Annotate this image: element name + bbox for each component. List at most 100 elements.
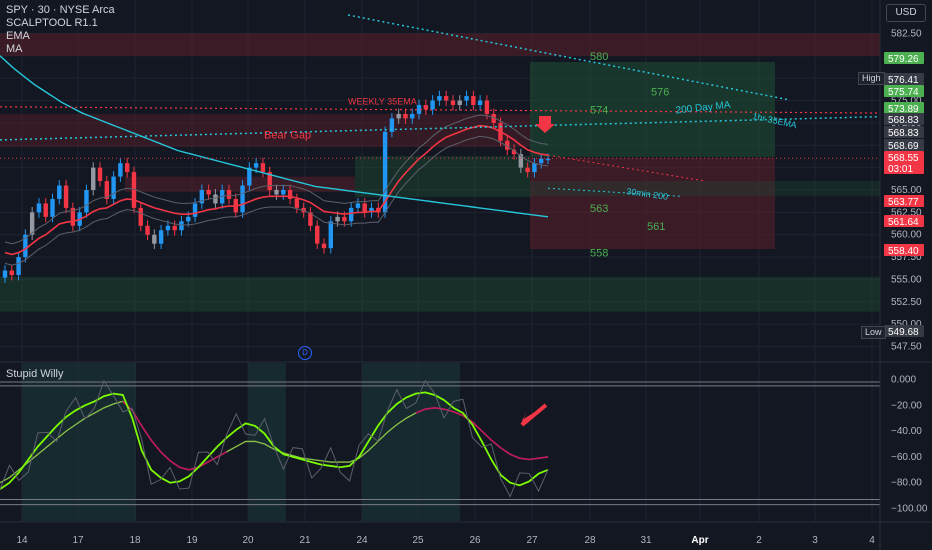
x-tick-label: 21 (299, 535, 311, 546)
time-axis: 14 17 18 19 20 21 24 25 26 27 28 31 Apr 2 3 4 (0, 521, 932, 546)
candle-body (274, 190, 279, 195)
candle-body (321, 243, 327, 249)
candle-body (403, 113, 408, 119)
level-label-574: 574 (590, 104, 608, 116)
candle-body (335, 216, 340, 222)
x-tick-label: 27 (526, 535, 538, 546)
candle-body (23, 234, 28, 258)
indicator-label-scalptool[interactable]: SCALPTOOL R1.1 (6, 17, 98, 29)
price-label-bg (884, 195, 924, 207)
candle-body (267, 172, 272, 190)
candle-body (131, 172, 137, 208)
candle-body (138, 207, 143, 226)
oscillator-title[interactable]: Stupid Willy (6, 368, 64, 380)
osc-y-tick-label: 0.000 (891, 374, 916, 385)
osc-raw-line (0, 379, 549, 498)
dividend-marker-icon[interactable]: D (298, 346, 312, 360)
level-label-561: 561 (647, 221, 665, 233)
candle-body (505, 140, 510, 150)
high-label: High (858, 72, 885, 85)
candle-body (532, 163, 537, 173)
candle-body (443, 96, 449, 101)
candle-body (84, 190, 89, 213)
trendline-200-day-ma (347, 14, 791, 101)
candle-body (124, 163, 130, 173)
candle-body (362, 203, 367, 213)
candle-body (464, 96, 469, 101)
price-label-bg (884, 139, 924, 151)
osc-y-tick-label: −20.00 (891, 400, 922, 411)
candle-body (240, 185, 245, 213)
candle-body (342, 216, 347, 222)
annotation-bear-gap: Bear Gap (264, 130, 311, 142)
price-label-bg (884, 126, 924, 138)
indicator-label-ema[interactable]: EMA (6, 30, 30, 42)
candle-body (179, 221, 184, 231)
candle-body (2, 270, 8, 278)
candle-body (9, 270, 14, 275)
x-tick-label: 20 (242, 535, 254, 546)
x-tick-label: 17 (72, 535, 84, 546)
currency-badge[interactable]: USD (886, 4, 926, 22)
price-label: 579.26 (888, 54, 919, 65)
level-label-558: 558 (590, 248, 608, 260)
x-tick-label: 25 (412, 535, 424, 546)
oscillator-panel: 0.000 −20.00 −40.00 −60.00 −80.00 −100.00 (0, 361, 932, 521)
y-tick-label: 565.00 (891, 185, 922, 196)
level-label-580: 580 (590, 51, 608, 63)
candle-body (484, 100, 490, 114)
x-tick-label: 31 (640, 535, 652, 546)
candle-body (491, 113, 496, 123)
osc-y-tick-label: −60.00 (891, 452, 922, 463)
osc-slow-line-bearish-2 (122, 400, 228, 471)
candle-body (287, 190, 293, 199)
down-arrow-icon (535, 116, 555, 133)
candle-body (50, 198, 55, 217)
candle-body (315, 225, 320, 244)
low-label: Low (861, 326, 886, 339)
trendline-1hr-35ema (0, 115, 881, 141)
candle-body (36, 203, 42, 213)
price-label: 568.69 (888, 141, 919, 152)
osc-arrow-shaft (520, 403, 548, 427)
price-zone (530, 157, 775, 250)
candle-body (199, 190, 205, 204)
price-zone (125, 176, 355, 192)
price-label: 575.74 (888, 87, 919, 98)
candle-body (545, 158, 551, 161)
price-zone (0, 276, 880, 312)
x-tick-label: 2 (756, 535, 762, 546)
price-label: 549.68 (888, 327, 919, 338)
candle-body (416, 105, 422, 114)
y-tick-label: 547.50 (891, 342, 922, 353)
ema-line (4, 124, 549, 256)
price-label: 576.41 (888, 75, 919, 86)
y-tick-label: 560.00 (891, 230, 922, 241)
candle-body (369, 207, 374, 213)
x-tick-label: 28 (584, 535, 596, 546)
candle-body (539, 158, 544, 164)
candle-body (152, 234, 157, 244)
price-label-bg (884, 215, 924, 227)
osc-arrow-icon (520, 405, 546, 425)
x-tick-label: 4 (869, 535, 875, 546)
candle-body (29, 212, 35, 235)
candle-body (511, 149, 517, 155)
price-label: 568.83 (888, 128, 919, 139)
y-tick-label: 562.50 (891, 207, 922, 218)
candle-body (91, 167, 96, 190)
candle-body (186, 216, 191, 222)
candle-body (158, 230, 164, 244)
indicator-label-ma[interactable]: MA (6, 43, 23, 55)
candle-body (260, 163, 266, 173)
candle-body (104, 181, 110, 199)
candle-body (410, 113, 415, 119)
price-label: 568.83 (888, 115, 919, 126)
candle-body (437, 96, 442, 101)
price-label: 561.64 (888, 217, 919, 228)
y-tick-label: 582.50 (891, 28, 922, 39)
candle-body (165, 225, 171, 231)
x-tick-label: 3 (812, 535, 818, 546)
price-zone (355, 156, 530, 198)
